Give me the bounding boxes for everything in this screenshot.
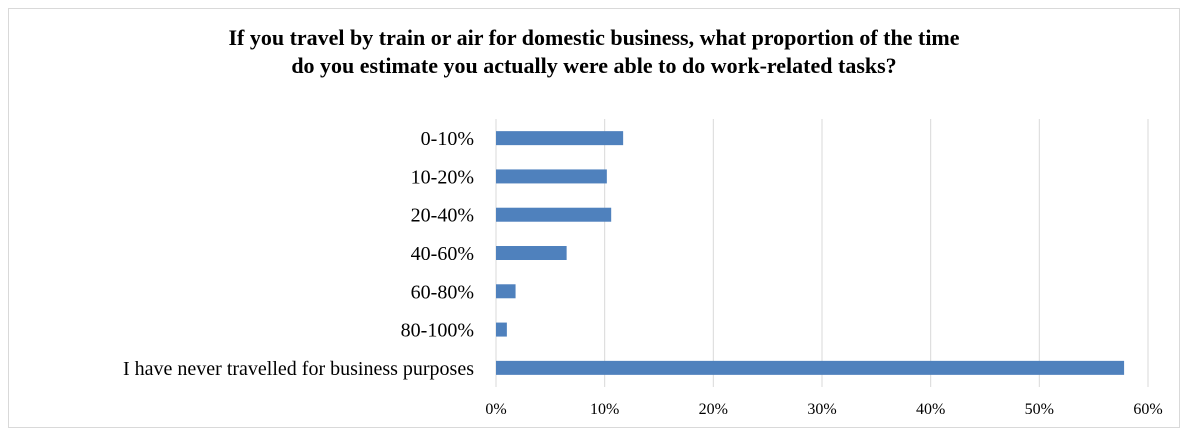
bar bbox=[496, 169, 607, 184]
bars bbox=[496, 131, 1125, 375]
chart-title-line-1: If you travel by train or air for domest… bbox=[228, 25, 960, 50]
category-labels: 0-10% 10-20% 20-40% 40-60% 60-80% 80-100% I ha… bbox=[123, 128, 474, 380]
x-tick-label: 0% bbox=[485, 401, 506, 418]
chart-title: If you travel by train or air for domest… bbox=[0, 24, 1188, 80]
category-label: 80-100% bbox=[401, 320, 474, 342]
bar bbox=[496, 246, 567, 260]
category-label: I have never travelled for business purp… bbox=[123, 358, 474, 380]
x-tick-label: 40% bbox=[916, 401, 945, 418]
x-tick-label: 10% bbox=[590, 401, 619, 418]
x-tick-label: 30% bbox=[807, 401, 836, 418]
bar bbox=[496, 322, 507, 337]
x-tick-label: 20% bbox=[699, 401, 728, 418]
bar bbox=[496, 207, 612, 222]
category-label: 20-40% bbox=[411, 205, 474, 227]
category-label: 40-60% bbox=[411, 243, 474, 265]
bar bbox=[496, 284, 516, 299]
bar bbox=[496, 360, 1125, 375]
category-label: 0-10% bbox=[421, 128, 474, 150]
x-tick-label: 50% bbox=[1025, 401, 1054, 418]
chart-title-line-2: do you estimate you actually were able t… bbox=[291, 53, 897, 78]
gridlines bbox=[495, 119, 1149, 387]
x-tick-labels: 0% 10% 20% 30% 40% 50% 60% bbox=[485, 401, 1162, 418]
x-tick-label: 60% bbox=[1133, 401, 1162, 418]
bar bbox=[496, 131, 624, 146]
category-label: 10-20% bbox=[411, 166, 474, 188]
category-label: 60-80% bbox=[411, 281, 474, 303]
